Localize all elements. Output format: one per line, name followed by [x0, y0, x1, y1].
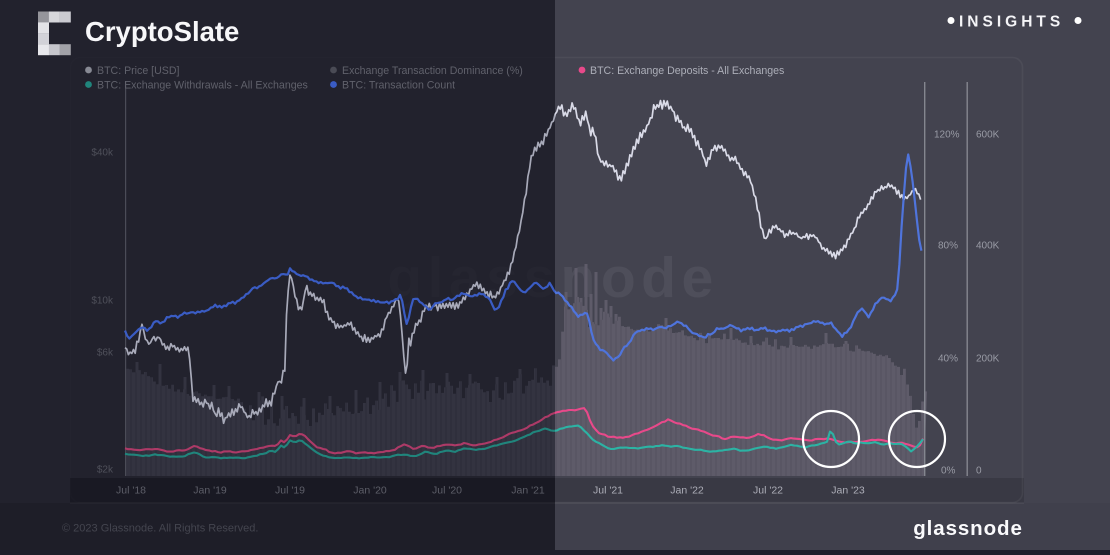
svg-text:CryptoSlate: CryptoSlate — [85, 16, 239, 47]
svg-text:INSIGHTS: INSIGHTS — [959, 14, 1064, 31]
svg-text:glassnode: glassnode — [913, 517, 1023, 540]
